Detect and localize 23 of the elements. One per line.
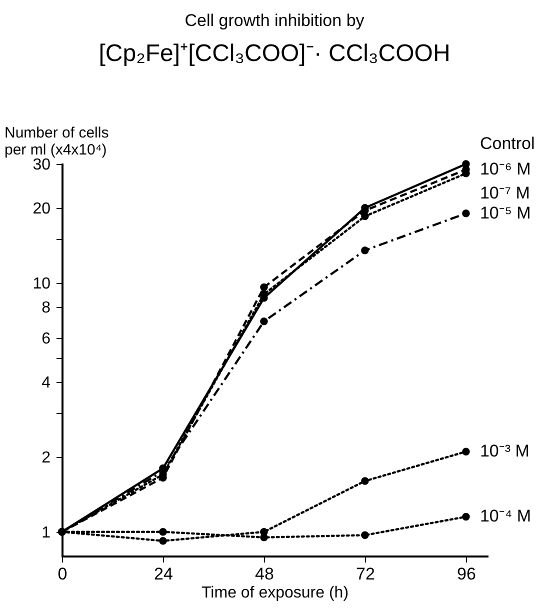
series-label: 10⁻⁶ M	[480, 160, 531, 179]
y-tick-label: 20	[32, 200, 51, 218]
x-axis-title: Time of exposure (h)	[201, 584, 349, 602]
x-tick-label: 24	[154, 564, 173, 584]
x-tick-label: 48	[255, 564, 274, 584]
y-axis-title: Number of cells per ml (x4x10⁴)	[4, 124, 109, 158]
series-label: 10⁻⁷ M	[480, 183, 530, 202]
chart-subtitle: [Cp₂Fe]⁺[CCl₃COO]⁻· CCl₃COOH	[98, 40, 450, 67]
y-tick-label: 6	[42, 330, 51, 348]
y-tick-label: 2	[42, 449, 51, 466]
y-tick-label: 4	[42, 374, 51, 392]
series-label: 10⁻³ M	[480, 442, 530, 461]
x-tick-label: 72	[356, 564, 375, 584]
y-tick-label: 30	[32, 156, 51, 174]
series-label: Control	[480, 134, 535, 153]
y-tick-label: 10	[32, 275, 51, 292]
y-tick-label: 8	[42, 299, 51, 316]
y-tick-label: 1	[42, 524, 51, 542]
series-label: 10⁻⁵ M	[480, 203, 531, 222]
x-tick-label: 96	[457, 564, 476, 584]
x-tick-label: 0	[58, 564, 68, 584]
series-label: 10⁻⁴ M	[480, 506, 532, 526]
chart-title: Cell growth inhibition by	[184, 11, 365, 30]
